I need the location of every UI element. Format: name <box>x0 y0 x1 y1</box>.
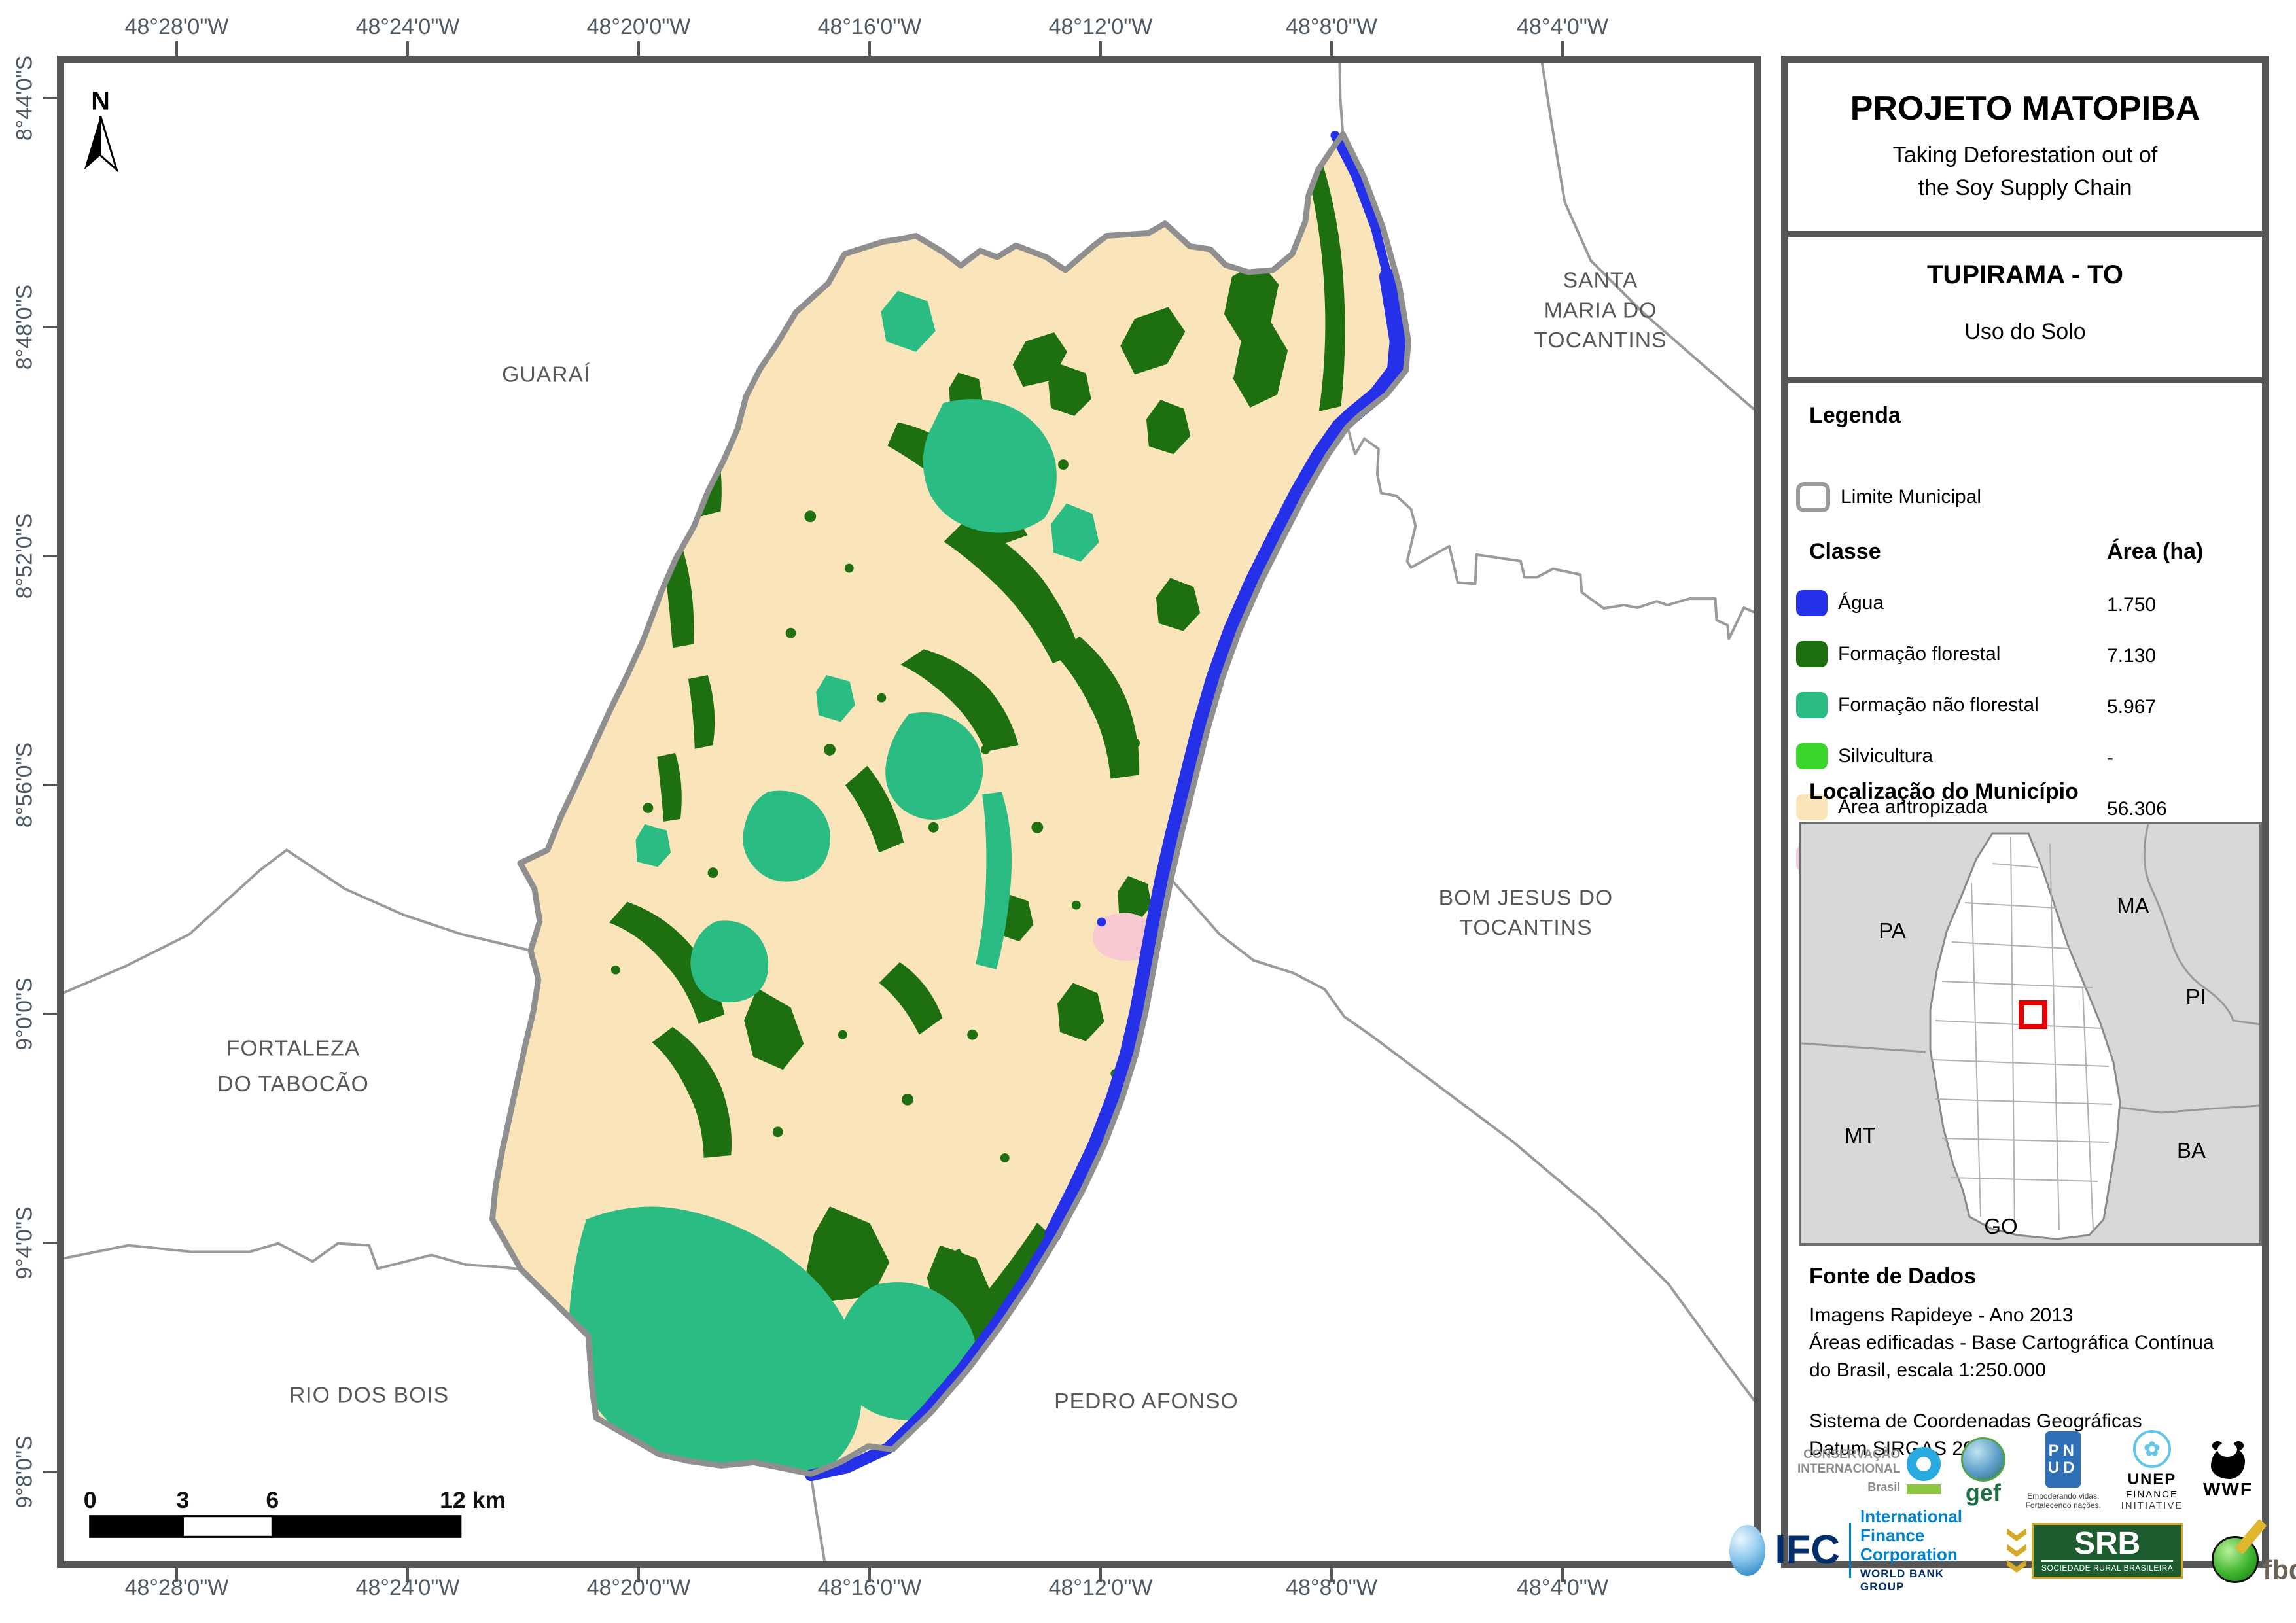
map-canvas: GUARAÍ SANTA MARIA DO TOCANTINS BOM JESU… <box>57 56 1761 1568</box>
lat-label: 8°52'0"S <box>12 513 37 599</box>
scale-bar: 0 3 6 12 km <box>84 1487 506 1538</box>
lon-label: 48°16'0"W <box>817 1575 922 1600</box>
legend-row-silvicultura: Silvicultura <box>1796 741 1933 772</box>
lat-label: 9°0'0"S <box>12 977 37 1051</box>
svg-text:12 km: 12 km <box>440 1487 506 1513</box>
lon-label: 48°28'0"W <box>124 14 229 39</box>
legend-row-nao-florestal: Formação não florestal <box>1796 689 2039 721</box>
ifc-logo: IFC International Finance Corporation WO… <box>1729 1507 1978 1594</box>
municipality-locator-square <box>2019 1000 2047 1029</box>
locator-map: PA MA PI MT BA GO <box>1799 822 2280 1246</box>
municipality-boundary <box>489 131 1411 1477</box>
legend-row-antropizada: Área antropizada <box>1796 792 1988 823</box>
partner-logos-row1: CONSERVAÇÃO INTERNACIONAL Brasil gef PN UD… <box>1797 1430 2253 1511</box>
wheat-chevrons-icon <box>2006 1528 2026 1573</box>
project-subtitle: Taking Deforestation out of <box>1892 143 2158 167</box>
state-ma: MA <box>2117 894 2149 918</box>
state-ba: BA <box>2177 1138 2206 1162</box>
lon-label: 48°8'0"W <box>1286 1575 1377 1600</box>
ci-ring-icon <box>1907 1447 1941 1481</box>
lon-label: 48°24'0"W <box>355 1575 460 1600</box>
svg-text:TOCANTINS: TOCANTINS <box>1459 916 1592 940</box>
lat-label: 8°44'0"S <box>12 55 37 141</box>
florestal-swatch <box>1796 641 1828 667</box>
lon-label: 48°20'0"W <box>586 1575 691 1600</box>
svg-text:0: 0 <box>84 1487 97 1513</box>
land-use-map: GUARAÍ SANTA MARIA DO TOCANTINS BOM JESU… <box>64 63 1754 1561</box>
antropizada-swatch <box>1796 794 1828 820</box>
legend-heading: Legenda <box>1809 403 1901 428</box>
legend-limite-row: Limite Municipal <box>1796 481 1981 513</box>
srb-logo: SRB SOCIEDADE RURAL BRASILEIRA <box>2006 1522 2183 1579</box>
lon-label: 48°12'0"W <box>1048 1575 1153 1600</box>
project-title: PROJETO MATOPIBA <box>1850 90 2200 128</box>
state-mt: MT <box>1845 1123 1876 1147</box>
gef-logo: gef <box>1960 1437 2005 1505</box>
fbds-logo: fbds <box>2212 1518 2296 1584</box>
unep-emblem-icon: ✿ <box>2132 1430 2171 1468</box>
sidebar-panel: PROJETO MATOPIBA Taking Deforestation ou… <box>1729 56 2296 1593</box>
small-water-body <box>1097 917 1106 927</box>
label-guarai: GUARAÍ <box>502 362 590 387</box>
unep-fi-logo: ✿ UNEP FINANCE INITIATIVE <box>2121 1430 2183 1511</box>
river-tocantins <box>805 131 1407 1482</box>
svg-text:MARIA DO: MARIA DO <box>1544 298 1657 323</box>
lon-label: 48°20'0"W <box>586 14 691 39</box>
label-fortaleza: FORTALEZA <box>226 1036 360 1060</box>
locator-heading: Localização do Município <box>1809 779 2079 804</box>
legend-row-florestal: Formação florestal <box>1796 638 2000 670</box>
lon-label: 48°12'0"W <box>1048 14 1153 39</box>
svg-text:DO TABOCÃO: DO TABOCÃO <box>217 1072 369 1096</box>
lon-label: 48°4'0"W <box>1517 14 1608 39</box>
legend-col-classe: Classe <box>1809 539 1881 564</box>
agua-swatch <box>1796 590 1828 616</box>
panda-icon <box>2207 1441 2249 1479</box>
lon-label: 48°28'0"W <box>124 1575 229 1600</box>
svg-text:3: 3 <box>177 1487 190 1513</box>
lon-label: 48°16'0"W <box>817 14 922 39</box>
state-go: GO <box>1984 1214 2017 1238</box>
lon-label: 48°8'0"W <box>1286 14 1377 39</box>
conservacao-internacional-logo: CONSERVAÇÃO INTERNACIONAL Brasil <box>1797 1447 1941 1494</box>
lon-label: 48°4'0"W <box>1517 1575 1608 1600</box>
lat-label: 8°56'0"S <box>12 742 37 828</box>
source-heading: Fonte de Dados <box>1809 1264 1977 1289</box>
map-type-title: Uso do Solo <box>1964 319 2086 344</box>
north-arrow-icon: N <box>84 86 119 173</box>
label-rio-dos-bois: RIO DOS BOIS <box>289 1383 449 1407</box>
label-santa-maria: SANTA <box>1563 269 1638 293</box>
legend-row-agua: Água <box>1796 587 1884 619</box>
pnud-logo: PN UD Empoderando vidas. Fortalecendo naçõ… <box>2026 1431 2101 1510</box>
neighbor-boundaries <box>64 63 1754 1561</box>
municipality-title: TUPIRAMA - TO <box>1927 260 2123 289</box>
wwf-logo: WWF <box>2203 1441 2253 1500</box>
state-pi: PI <box>2185 985 2206 1009</box>
limite-swatch <box>1796 482 1830 512</box>
lat-label: 9°4'0"S <box>12 1206 37 1280</box>
lat-label: 9°8'0"S <box>12 1435 37 1509</box>
label-pedro-afonso: PEDRO AFONSO <box>1054 1389 1239 1414</box>
svg-text:TOCANTINS: TOCANTINS <box>1534 328 1667 353</box>
lon-label: 48°24'0"W <box>355 14 460 39</box>
svg-text:N: N <box>91 86 110 115</box>
legend-col-area: Área (ha) <box>2107 539 2204 564</box>
lat-label: 8°48'0"S <box>12 284 37 370</box>
silvicultura-swatch <box>1796 743 1828 769</box>
built-up-patch <box>1092 913 1156 961</box>
ifc-globe-icon <box>1729 1525 1766 1576</box>
label-bom-jesus: BOM JESUS DO <box>1439 886 1614 911</box>
partner-logos-row2: IFC International Finance Corporation WO… <box>1729 1507 2296 1594</box>
nao-florestal-swatch <box>1796 692 1828 718</box>
gef-globe-icon <box>1960 1437 2005 1482</box>
neighbor-labels: GUARAÍ SANTA MARIA DO TOCANTINS BOM JESU… <box>217 269 1667 1414</box>
state-pa: PA <box>1879 918 1906 943</box>
svg-text:6: 6 <box>266 1487 279 1513</box>
